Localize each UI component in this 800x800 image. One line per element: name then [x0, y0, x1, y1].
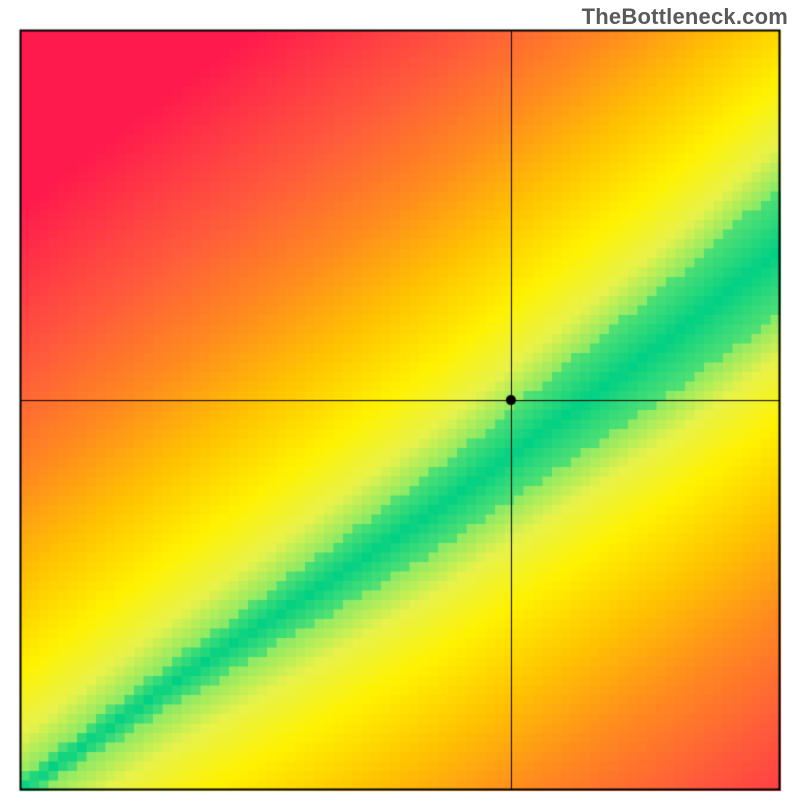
- bottleneck-heatmap-canvas: [0, 0, 800, 800]
- watermark-text: TheBottleneck.com: [582, 4, 788, 30]
- chart-container: TheBottleneck.com: [0, 0, 800, 800]
